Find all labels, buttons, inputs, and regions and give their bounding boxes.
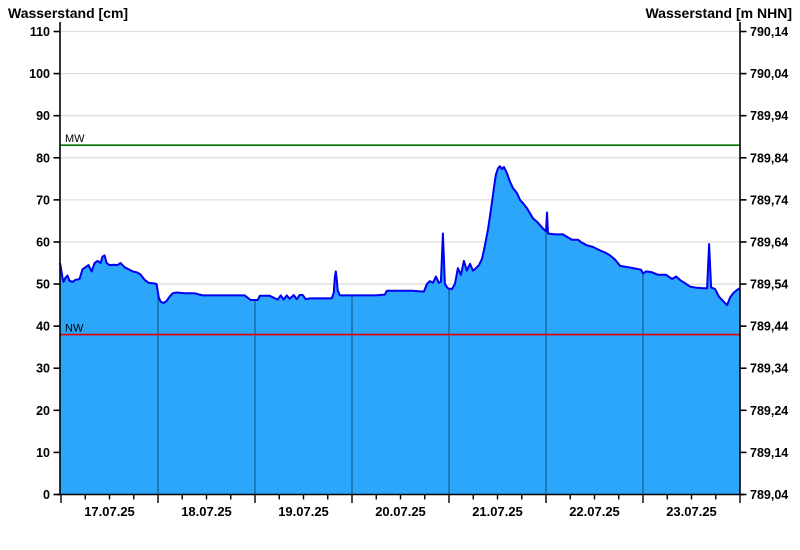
left-tick-label: 20 <box>36 404 50 418</box>
mw-label: MW <box>65 133 85 145</box>
left-axis-title: Wasserstand [cm] <box>8 5 129 21</box>
left-tick-label: 30 <box>36 362 50 376</box>
left-tick-label: 0 <box>43 488 50 502</box>
left-tick-label: 100 <box>29 67 50 81</box>
right-tick-label: 789,94 <box>750 109 788 123</box>
nw-label: NW <box>65 323 84 335</box>
left-tick-label: 10 <box>36 446 50 460</box>
left-tick-label: 90 <box>36 109 50 123</box>
water-level-area <box>60 166 740 495</box>
right-tick-label: 789,24 <box>750 404 788 418</box>
left-tick-label: 70 <box>36 193 50 207</box>
right-tick-label: 789,44 <box>750 320 788 334</box>
water-level-curve <box>59 165 741 307</box>
right-tick-label: 789,34 <box>750 362 788 376</box>
left-tick-label: 40 <box>36 320 50 334</box>
x-axis-label: 19.07.25 <box>278 504 329 519</box>
right-tick-label: 789,74 <box>750 193 788 207</box>
right-tick-label: 789,54 <box>750 278 788 292</box>
left-tick-label: 60 <box>36 235 50 249</box>
left-tick-label: 50 <box>36 278 50 292</box>
left-tick-label: 80 <box>36 151 50 165</box>
x-axis-label: 20.07.25 <box>375 504 426 519</box>
left-tick-label: 110 <box>30 25 50 39</box>
right-tick-label: 790,14 <box>750 25 788 39</box>
x-axis-label: 23.07.25 <box>666 504 717 519</box>
right-tick-label: 789,04 <box>750 488 788 502</box>
x-axis-label: 17.07.25 <box>84 504 135 519</box>
right-axis-title: Wasserstand [m NHN] <box>645 5 792 21</box>
x-axis-label: 22.07.25 <box>569 504 620 519</box>
right-tick-label: 789,64 <box>750 235 788 249</box>
right-tick-label: 789,14 <box>750 446 788 460</box>
right-tick-label: 789,84 <box>750 151 788 165</box>
x-axis-label: 21.07.25 <box>472 504 523 519</box>
right-tick-label: 790,04 <box>750 67 788 81</box>
x-axis-label: 18.07.25 <box>181 504 232 519</box>
